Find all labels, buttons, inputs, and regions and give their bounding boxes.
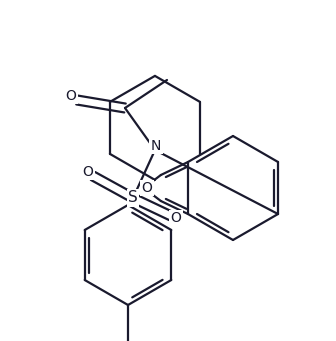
Text: S: S xyxy=(128,191,138,206)
Text: N: N xyxy=(151,139,161,153)
Text: O: O xyxy=(141,181,152,195)
Text: O: O xyxy=(83,165,93,179)
Text: O: O xyxy=(171,211,181,225)
Text: O: O xyxy=(66,89,76,103)
